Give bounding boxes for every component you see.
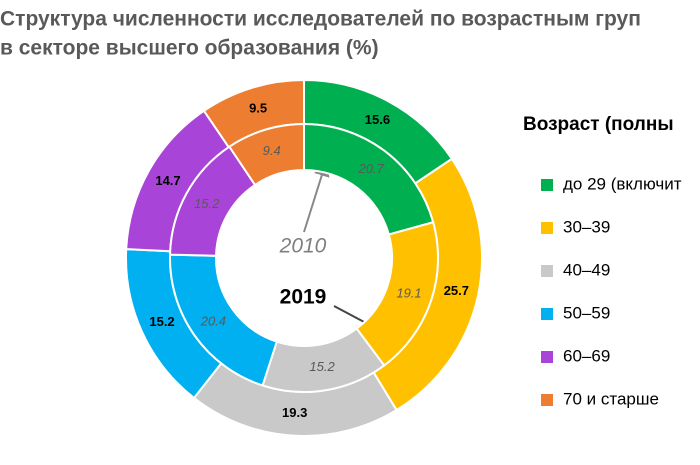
data-label: 14.7 [155,173,180,188]
legend-label: 50–59 [563,303,610,322]
chart-subtitle: в секторе высшего образования (%) [0,37,379,60]
data-label: 19.1 [396,285,421,300]
legend-swatch [541,351,553,363]
data-label: 19.3 [282,405,307,420]
annotation-arrow [303,160,330,233]
legend-title: Возраст (полны [523,114,674,135]
legend-label: до 29 (включит [563,174,682,193]
legend-label: 40–49 [563,260,610,279]
data-label: 15.2 [149,314,174,329]
chart-title: Структура численности исследователей по … [0,8,641,31]
data-label: 9.5 [249,100,267,115]
ring-label: 2019 [280,286,327,309]
legend-swatch [541,394,553,406]
legend-swatch [541,179,553,191]
data-label: 25.7 [444,283,469,298]
data-label: 15.2 [309,359,335,374]
legend-swatch [541,265,553,277]
legend-swatch [541,222,553,234]
legend-label: 60–69 [563,346,610,365]
legend-swatch [541,308,553,320]
data-label: 20.7 [358,161,385,176]
data-label: 15.6 [365,112,390,127]
donut-segment [227,122,305,187]
data-label: 20.4 [200,314,226,329]
legend-label: 70 и старше [563,389,659,408]
legend-label: 30–39 [563,217,610,236]
data-label: 9.4 [263,143,281,158]
data-label: 15.2 [194,196,220,211]
ring-label: 2010 [279,235,327,258]
